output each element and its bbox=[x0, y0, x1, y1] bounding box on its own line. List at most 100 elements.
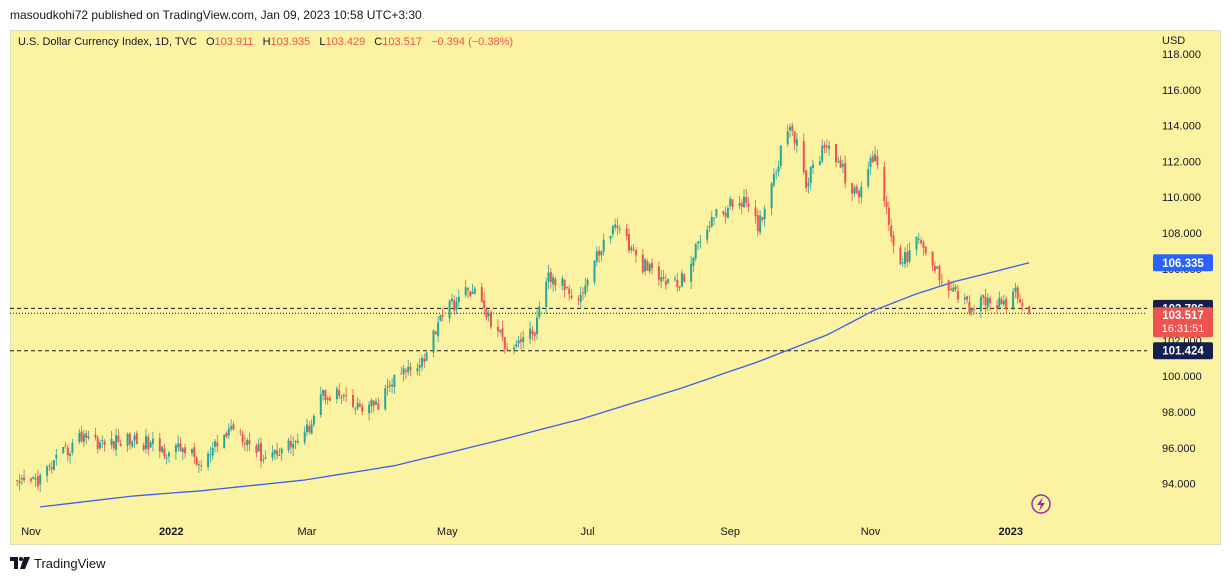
candle-body bbox=[517, 340, 520, 344]
candle-body bbox=[657, 266, 660, 280]
candle-body bbox=[759, 215, 762, 233]
candle-body bbox=[368, 404, 371, 414]
candle-body bbox=[216, 442, 219, 447]
candle-body bbox=[998, 298, 1001, 308]
candle-body bbox=[779, 145, 782, 167]
candle-body bbox=[890, 225, 893, 237]
candle-body bbox=[777, 166, 780, 172]
candle-body bbox=[400, 373, 403, 375]
legend-open-label: O bbox=[206, 36, 215, 48]
candle-body bbox=[142, 445, 145, 451]
candle-body bbox=[338, 390, 341, 397]
candle-body bbox=[335, 388, 338, 400]
candle-body bbox=[23, 477, 26, 481]
candle-body bbox=[952, 287, 955, 292]
candle-body bbox=[457, 296, 460, 302]
candle-body bbox=[609, 235, 612, 239]
candle-body bbox=[809, 166, 812, 184]
candle-body bbox=[892, 235, 895, 246]
price-chart[interactable]: 118.000 116.000 114.000 112.000 110.000 108.0… bbox=[10, 30, 1221, 545]
candle-body bbox=[710, 217, 713, 227]
candle-body bbox=[869, 158, 872, 167]
candle-body bbox=[423, 358, 426, 362]
candle-body bbox=[501, 328, 504, 338]
candle-body bbox=[66, 447, 69, 456]
candle-body bbox=[69, 453, 72, 456]
candle-body bbox=[515, 344, 518, 347]
candle-body bbox=[552, 277, 555, 285]
candle-body bbox=[1014, 287, 1017, 292]
candle-body bbox=[950, 288, 952, 291]
y-axis: 118.000 116.000 114.000 112.000 110.000 108.0… bbox=[1162, 49, 1202, 491]
candle-body bbox=[241, 434, 244, 443]
candle-body bbox=[651, 262, 653, 269]
candle-body bbox=[982, 294, 985, 298]
chart-pane[interactable] bbox=[10, 30, 1221, 545]
candles bbox=[16, 122, 1031, 493]
candle-body bbox=[931, 251, 934, 266]
candle-body bbox=[179, 443, 182, 451]
x-tick-label: Sep bbox=[720, 526, 740, 538]
last-candle-body bbox=[1028, 306, 1031, 314]
candle-body bbox=[989, 298, 992, 304]
candle-body bbox=[522, 337, 525, 343]
candle-body bbox=[34, 478, 37, 480]
legend-high-label: H bbox=[263, 36, 271, 48]
candle-body bbox=[453, 300, 456, 311]
candle-body bbox=[563, 279, 566, 291]
candle-body bbox=[361, 406, 364, 412]
candle-body bbox=[986, 297, 989, 308]
y-tick-label: 96.000 bbox=[1162, 443, 1196, 455]
candle-body bbox=[565, 286, 568, 289]
y-tick-label: 114.000 bbox=[1162, 121, 1201, 133]
ma-price: 106.335 bbox=[1162, 258, 1204, 270]
candle-body bbox=[747, 203, 750, 207]
y-tick-label: 98.000 bbox=[1162, 407, 1196, 419]
candle-body bbox=[276, 450, 279, 456]
candle-body bbox=[96, 437, 99, 449]
candle-body bbox=[756, 215, 759, 232]
candle-body bbox=[506, 348, 509, 350]
candle-body bbox=[595, 251, 598, 262]
candle-body bbox=[936, 266, 939, 269]
candle-body bbox=[455, 301, 458, 310]
candle-body bbox=[549, 271, 552, 282]
candle-body bbox=[128, 433, 131, 445]
candle-body bbox=[641, 254, 644, 273]
candle-body bbox=[634, 250, 637, 256]
candle-body bbox=[471, 291, 474, 295]
candle-body bbox=[660, 277, 663, 282]
candle-body bbox=[99, 442, 101, 449]
candle-body bbox=[370, 399, 373, 406]
candle-body bbox=[280, 448, 283, 454]
candle-body bbox=[16, 480, 19, 482]
candle-body bbox=[375, 401, 377, 405]
candle-body bbox=[938, 265, 941, 281]
candle-body bbox=[289, 441, 292, 448]
y-tick-label: 116.000 bbox=[1162, 85, 1201, 97]
candle-body bbox=[469, 291, 472, 297]
candle-body bbox=[174, 445, 177, 453]
candle-body bbox=[904, 252, 906, 265]
tradingview-logo-icon[interactable] bbox=[10, 557, 30, 569]
candle-body bbox=[483, 300, 486, 309]
candle-body bbox=[968, 301, 971, 314]
candle-body bbox=[260, 442, 262, 462]
x-tick-label: Nov bbox=[861, 526, 881, 538]
candle-body bbox=[310, 424, 313, 434]
candle-body bbox=[835, 143, 837, 163]
candle-body bbox=[292, 443, 295, 449]
price-label-support: 101.424 bbox=[1153, 342, 1213, 360]
candle-body bbox=[480, 286, 483, 303]
candle-body bbox=[858, 190, 860, 198]
candle-body bbox=[699, 241, 702, 243]
candle-body bbox=[82, 434, 85, 443]
candle-body bbox=[1000, 299, 1003, 305]
footer-brand: TradingView bbox=[34, 555, 106, 571]
candle-body bbox=[243, 442, 246, 445]
candle-body bbox=[692, 257, 695, 266]
candle-body bbox=[352, 395, 354, 408]
candle-body bbox=[126, 433, 129, 446]
candle-body bbox=[611, 226, 614, 235]
lightning-icon[interactable] bbox=[1031, 494, 1051, 514]
